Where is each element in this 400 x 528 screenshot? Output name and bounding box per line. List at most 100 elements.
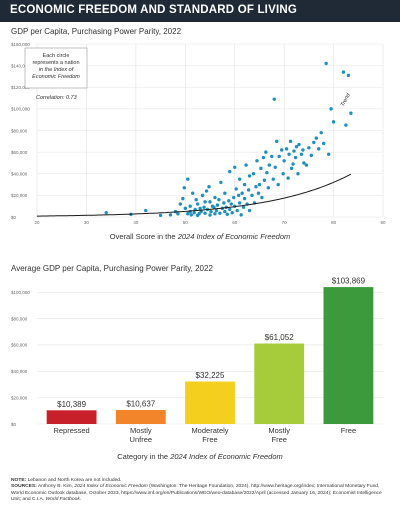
bar [254,343,305,424]
note-box [24,47,88,89]
scatter-point [194,198,198,202]
scatter-x-tick: 80 [331,220,337,225]
bar-value-label: $10,637 [126,399,155,408]
scatter-x-tick: 70 [282,220,288,225]
scatter-point [299,152,304,156]
sources-end: . [79,496,82,502]
scatter-y-tick: $40,000 [11,172,28,177]
scatter-point [276,182,280,187]
sources-pre: Anthony B. Kim, [36,484,75,490]
scatter-grid [36,43,384,218]
scatter-point [213,195,217,200]
scatter-point [277,154,281,159]
scatter-point [223,209,227,214]
scatter-y-tick: $60,000 [11,150,28,155]
scatter-point [293,155,298,160]
scatter-point [144,208,148,213]
scatter-point [273,165,277,169]
scatter-point [239,213,243,217]
scatter-point [346,73,351,78]
scatter-point [186,212,190,216]
scatter-point [289,166,294,171]
scatter-x-tick: 60 [232,220,238,225]
scatter-point [197,212,201,216]
scatter-point [191,191,195,195]
scatter-point [227,199,231,203]
bar-y-tick: $40,000 [11,369,28,374]
note-line-2: represents a nation [32,60,79,66]
bar-value-label: $32,225 [196,371,225,380]
sources-label: SOURCES: [11,484,37,490]
scatter-point [324,61,328,66]
scatter-point [178,202,183,206]
scatter-point [214,208,219,213]
scatter-x-ticks: 20 30 40 50 60 70 80 90 [34,220,386,225]
scatter-point [230,210,234,215]
scatter-y-tick: $120,000 [11,85,30,90]
scatter-point [254,185,258,189]
scatter-point [207,185,211,189]
scatter-point [242,196,247,201]
scatter-point [182,186,186,190]
note-line-1: Each circle [43,53,70,59]
scatter-point [217,198,221,202]
bar-y-tick: $80,000 [11,316,28,321]
note-body: Lebanon and North Korea are not included… [26,478,122,483]
bar-chart: $0 $20,000 $40,000 $60,000 $80,000 $100,000 $… [11,277,383,444]
scatter-point [317,147,321,151]
scatter-point [223,191,227,195]
scatter-point [233,165,237,169]
bar-category-label: Free [271,435,286,444]
scatter-point [262,178,267,182]
scatter-point [304,163,309,167]
bar-category-label: Mostly [130,426,152,435]
scatter-point [256,191,261,195]
scatter-point [186,177,190,181]
scatter-point [261,155,266,160]
scatter-x-tick: 40 [133,220,139,225]
bar-y-tick: $100,000 [11,290,30,295]
scatter-point [294,145,299,149]
bar-x-axis-title: Category in the 2024 Index of Economic F… [0,452,400,461]
scatter-point [270,154,274,159]
scatter-chart: $0 $20,000 $40,000 $60,000 $80,000 $100,000 $1… [11,42,386,225]
scatter-point [203,200,207,204]
scatter-point [208,213,212,217]
scatter-y-tick: $160,000 [11,42,30,47]
scatter-point [219,180,223,185]
scatter-point [176,212,180,216]
bar-xlabel-prefix: Category in the [117,452,171,461]
scatter-point [260,195,264,200]
scatter-y-tick: $100,000 [11,107,30,112]
scatter-x-tick: 90 [380,220,386,225]
scatter-point [281,172,285,176]
scatter-y-ticks: $0 $20,000 $40,000 $60,000 $80,000 $100,000 $1… [11,42,30,220]
scatter-point [236,193,241,198]
scatter-point [307,146,311,150]
scatter-point [259,166,263,171]
scatter-point [242,182,247,187]
trend-line [37,173,352,217]
scatter-point [188,204,192,208]
scatter-point [232,195,236,200]
scatter-point [279,148,284,152]
scatter-point [213,212,217,216]
bar [115,409,166,424]
bar-y-tick: $20,000 [11,395,28,400]
scatter-point [331,120,336,124]
scatter-point [264,150,268,154]
scatter-point [244,163,248,167]
scatter-point [189,213,193,217]
scatter-point [344,123,348,127]
bar-value-label: $10,389 [57,400,86,409]
bar-value-label: $103,869 [332,277,366,286]
scatter-point [296,172,300,176]
scatter-point [181,196,185,201]
scatter-point [222,201,226,205]
sources-mid: (Washington: The Heritage Foundation, 20… [11,484,382,502]
scatter-point [246,188,251,192]
scatter-point [292,149,296,153]
scatter-point [265,170,269,175]
scatter-point [228,169,232,174]
scatter-point [237,201,242,205]
